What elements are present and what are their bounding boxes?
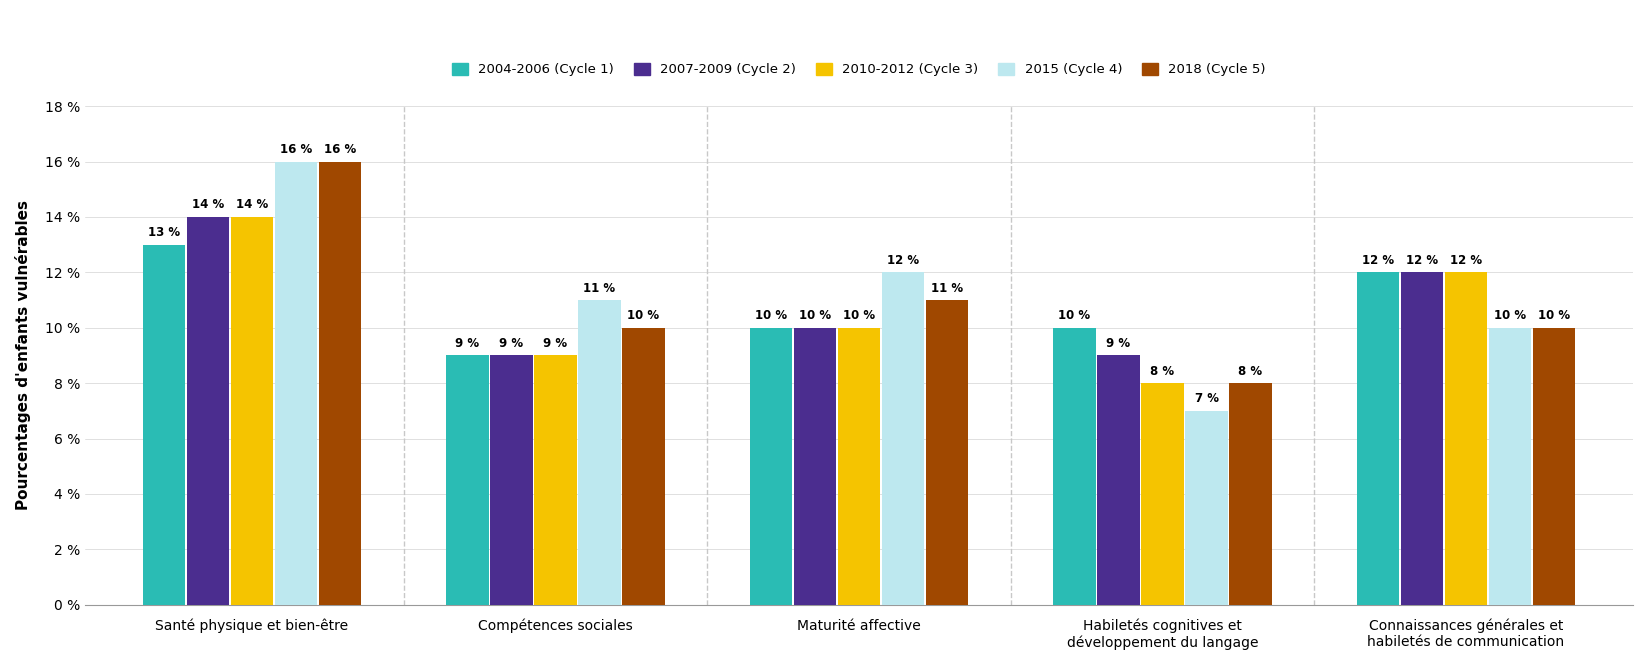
Bar: [1356, 273, 1399, 604]
Bar: [837, 328, 880, 604]
Text: 14 %: 14 %: [236, 198, 269, 211]
Bar: [534, 356, 577, 604]
Text: 13 %: 13 %: [148, 226, 180, 239]
Bar: [1533, 328, 1575, 604]
Text: 9 %: 9 %: [1106, 337, 1131, 350]
Bar: [1098, 356, 1140, 604]
Bar: [318, 162, 361, 604]
Bar: [794, 328, 836, 604]
Text: 8 %: 8 %: [1239, 364, 1262, 378]
Text: 16 %: 16 %: [280, 143, 311, 156]
Text: 10 %: 10 %: [1058, 309, 1091, 323]
Bar: [1142, 383, 1183, 604]
Text: 9 %: 9 %: [455, 337, 480, 350]
Bar: [1185, 411, 1228, 604]
Text: 11 %: 11 %: [931, 281, 962, 295]
Bar: [1401, 273, 1444, 604]
Text: 12 %: 12 %: [1450, 254, 1482, 267]
Text: 10 %: 10 %: [755, 309, 788, 323]
Bar: [750, 328, 793, 604]
Bar: [882, 273, 925, 604]
Text: 11 %: 11 %: [583, 281, 616, 295]
Bar: [1053, 328, 1096, 604]
Text: 10 %: 10 %: [842, 309, 875, 323]
Bar: [489, 356, 532, 604]
Text: 14 %: 14 %: [191, 198, 224, 211]
Text: 16 %: 16 %: [325, 143, 356, 156]
Bar: [926, 300, 969, 604]
Bar: [1445, 273, 1486, 604]
Y-axis label: Pourcentages d'enfants vulnérables: Pourcentages d'enfants vulnérables: [15, 200, 31, 511]
Text: 9 %: 9 %: [499, 337, 524, 350]
Text: 10 %: 10 %: [799, 309, 831, 323]
Text: 9 %: 9 %: [544, 337, 567, 350]
Text: 8 %: 8 %: [1150, 364, 1175, 378]
Bar: [143, 245, 185, 604]
Text: 12 %: 12 %: [887, 254, 920, 267]
Bar: [1488, 328, 1531, 604]
Bar: [231, 217, 274, 604]
Text: 12 %: 12 %: [1406, 254, 1439, 267]
Text: 10 %: 10 %: [1495, 309, 1526, 323]
Bar: [186, 217, 229, 604]
Text: 12 %: 12 %: [1361, 254, 1394, 267]
Text: 10 %: 10 %: [1538, 309, 1571, 323]
Text: 7 %: 7 %: [1195, 392, 1218, 406]
Text: 10 %: 10 %: [628, 309, 659, 323]
Bar: [578, 300, 621, 604]
Bar: [1229, 383, 1272, 604]
Legend: 2004-2006 (Cycle 1), 2007-2009 (Cycle 2), 2010-2012 (Cycle 3), 2015 (Cycle 4), 2: 2004-2006 (Cycle 1), 2007-2009 (Cycle 2)…: [452, 63, 1266, 76]
Bar: [447, 356, 489, 604]
Bar: [623, 328, 664, 604]
Bar: [275, 162, 316, 604]
